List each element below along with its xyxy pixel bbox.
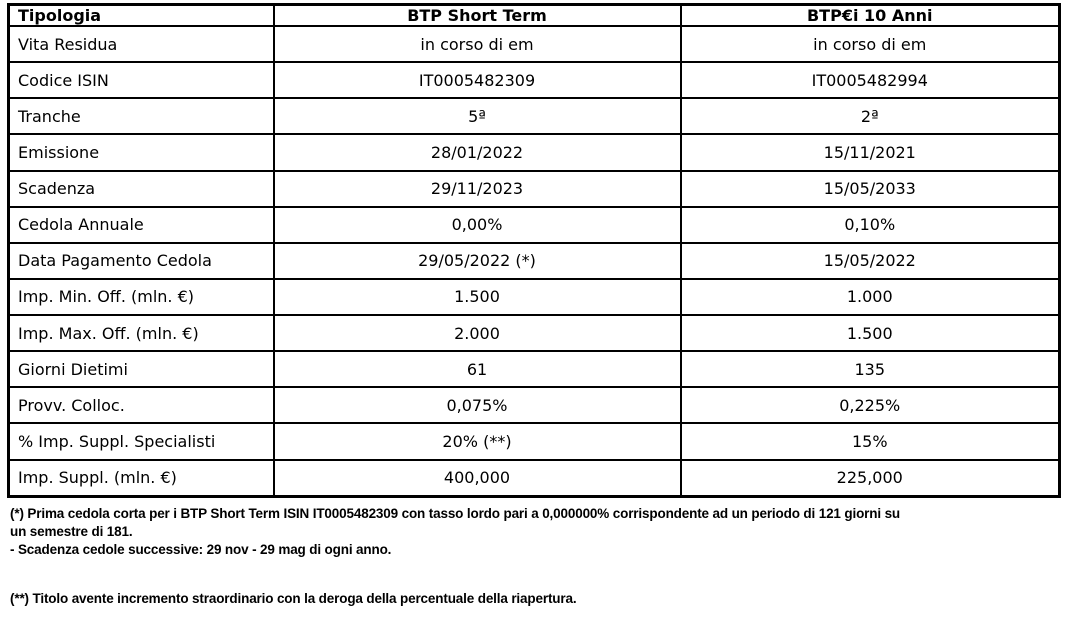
footnote-star: (*) Prima cedola corta per i BTP Short T… [10, 505, 1065, 559]
footnote-star-line-3: - Scadenza cedole successive: 29 nov - 2… [10, 542, 392, 557]
row-label: Vita Residua [7, 24, 275, 64]
footnote-double-star: (**) Titolo avente incremento straordina… [10, 591, 577, 606]
value-cell: in corso di em [679, 24, 1061, 64]
table-row-cedola-annuale: Cedola Annuale 0,00% 0,10% [7, 205, 1061, 244]
value-cell: 135 [679, 350, 1061, 389]
value-cell: 1.000 [679, 277, 1061, 317]
row-label: Cedola Annuale [7, 205, 275, 244]
value-cell: 20% (**) [272, 422, 682, 461]
row-label: Codice ISIN [7, 61, 275, 100]
table-row-vita-residua: Vita Residua in corso di em in corso di … [7, 24, 1061, 64]
table-row-codice-isin: Codice ISIN IT0005482309 IT0005482994 [7, 61, 1061, 100]
header-cell-btpei-10-anni: BTP€i 10 Anni [679, 3, 1061, 27]
value-cell: IT0005482309 [272, 61, 682, 100]
value-cell: 225,000 [679, 458, 1061, 498]
row-label: % Imp. Suppl. Specialisti [7, 422, 275, 461]
value-cell: 0,075% [272, 386, 682, 425]
footnote-star-line-2: un semestre di 181. [10, 524, 133, 539]
value-cell: 0,00% [272, 205, 682, 244]
value-cell: 15/11/2021 [679, 133, 1061, 172]
value-cell: IT0005482994 [679, 61, 1061, 100]
table-row-imp-min-off: Imp. Min. Off. (mln. €) 1.500 1.000 [7, 277, 1061, 317]
value-cell: 2.000 [272, 313, 682, 353]
row-label: Data Pagamento Cedola [7, 241, 275, 280]
row-label: Emissione [7, 133, 275, 172]
table-row-imp-max-off: Imp. Max. Off. (mln. €) 2.000 1.500 [7, 313, 1061, 353]
table-row-scadenza: Scadenza 29/11/2023 15/05/2033 [7, 169, 1061, 208]
table-row-tranche: Tranche 5ª 2ª [7, 97, 1061, 136]
row-label: Scadenza [7, 169, 275, 208]
row-label: Giorni Dietimi [7, 350, 275, 389]
value-cell: 15/05/2033 [679, 169, 1061, 208]
header-cell-btp-short-term: BTP Short Term [272, 3, 682, 27]
value-cell: 0,10% [679, 205, 1061, 244]
value-cell: 15% [679, 422, 1061, 461]
value-cell: 29/11/2023 [272, 169, 682, 208]
value-cell: 400,000 [272, 458, 682, 498]
table-row-imp-suppl-specialisti: % Imp. Suppl. Specialisti 20% (**) 15% [7, 422, 1061, 461]
value-cell: in corso di em [272, 24, 682, 64]
value-cell: 0,225% [679, 386, 1061, 425]
table-row-giorni-dietimi: Giorni Dietimi 61 135 [7, 350, 1061, 389]
table-row-provv-colloc: Provv. Colloc. 0,075% 0,225% [7, 386, 1061, 425]
table-row-data-pagamento-cedola: Data Pagamento Cedola 29/05/2022 (*) 15/… [7, 241, 1061, 280]
footnote-star-line-1: (*) Prima cedola corta per i BTP Short T… [10, 506, 901, 521]
row-label: Imp. Max. Off. (mln. €) [7, 313, 275, 353]
value-cell: 5ª [272, 97, 682, 136]
table-row-imp-suppl: Imp. Suppl. (mln. €) 400,000 225,000 [7, 458, 1061, 498]
value-cell: 1.500 [679, 313, 1061, 353]
value-cell: 15/05/2022 [679, 241, 1061, 280]
value-cell: 61 [272, 350, 682, 389]
bond-auction-table: Tipologia BTP Short Term BTP€i 10 Anni V… [7, 3, 1061, 498]
value-cell: 28/01/2022 [272, 133, 682, 172]
row-label: Imp. Min. Off. (mln. €) [7, 277, 275, 317]
row-label: Imp. Suppl. (mln. €) [7, 458, 275, 498]
value-cell: 29/05/2022 (*) [272, 241, 682, 280]
table-row-emissione: Emissione 28/01/2022 15/11/2021 [7, 133, 1061, 172]
row-label: Tranche [7, 97, 275, 136]
header-cell-tipologia: Tipologia [7, 3, 275, 27]
value-cell: 1.500 [272, 277, 682, 317]
value-cell: 2ª [679, 97, 1061, 136]
row-label: Provv. Colloc. [7, 386, 275, 425]
table-header-row: Tipologia BTP Short Term BTP€i 10 Anni [7, 3, 1061, 27]
